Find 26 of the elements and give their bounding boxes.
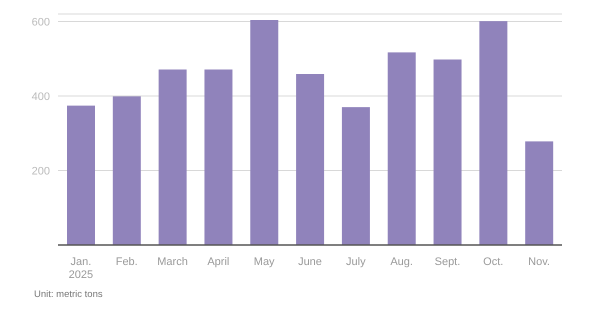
bar [158, 70, 187, 245]
bar [67, 106, 95, 245]
x-tick-label: July [346, 256, 366, 268]
y-tick-label: 400 [32, 90, 50, 103]
x-tick-label: April [207, 256, 230, 268]
x-tick-label: June [298, 256, 322, 268]
x-tick-label: March [157, 256, 188, 268]
y-tick-label: 600 [32, 16, 50, 28]
bar [342, 107, 370, 245]
bar [525, 141, 554, 245]
x-tick-label: May [254, 256, 276, 268]
x-tick-label: Nov. [528, 256, 550, 268]
y-tick-label: 200 [32, 165, 50, 178]
bar [434, 59, 462, 245]
bar [388, 52, 416, 245]
bar [479, 21, 508, 245]
bar [296, 74, 324, 245]
text: Unit: metric tons [34, 289, 103, 300]
bar [204, 70, 232, 245]
x-tick-label: Aug. [390, 256, 413, 268]
bar [250, 20, 278, 245]
x-tick-label: Feb. [116, 256, 138, 268]
x-tick-label: Sept. [434, 256, 460, 268]
x-tick-label: Oct. [483, 256, 504, 268]
bar [112, 96, 141, 245]
x-tick-label: Jan. 2025 [68, 256, 94, 281]
